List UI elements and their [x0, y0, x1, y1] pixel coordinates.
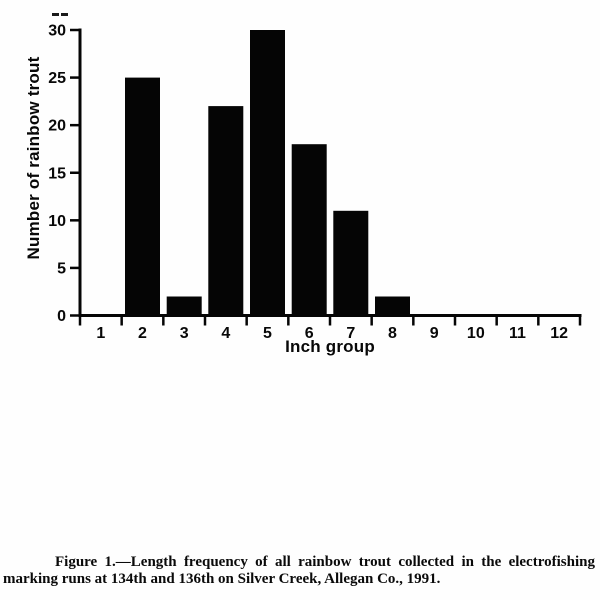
x-tick-label-3: 3 — [180, 325, 189, 342]
caption-line-1: Figure 1.—Length frequency of all rainbow trou… — [3, 554, 595, 571]
caption-word: the — [481, 554, 502, 570]
x-tick-label-2: 2 — [138, 325, 147, 342]
y-tick-label-0: 0 — [57, 308, 66, 325]
x-tick-label-7: 7 — [346, 325, 355, 342]
x-axis-label: Inch group — [285, 337, 375, 356]
x-tick-label-1: 1 — [96, 325, 105, 342]
x-tick-label-9: 9 — [430, 325, 439, 342]
y-tick-label-10: 10 — [48, 213, 66, 230]
caption-word: frequency — [183, 554, 248, 570]
y-tick-label-20: 20 — [48, 118, 66, 135]
y-tick-label-30: 30 — [48, 23, 66, 40]
x-tick-label-6: 6 — [305, 325, 314, 342]
bar-group-6 — [291, 144, 327, 317]
x-tick-label-4: 4 — [221, 325, 230, 342]
x-tick-label-10: 10 — [467, 325, 485, 342]
caption-word: electrofishing — [508, 554, 595, 570]
y-axis-ticks: 0 5 10 15 20 25 30 — [48, 23, 80, 325]
y-tick-label-25: 25 — [48, 70, 66, 87]
bar-group-3 — [166, 296, 202, 317]
caption-word: rainbow — [298, 554, 352, 570]
caption-word: all — [274, 554, 291, 570]
x-axis-ticks: 1 2 3 4 5 6 7 8 9 10 11 12 — [78, 315, 582, 342]
y-tick-label-15: 15 — [48, 165, 66, 182]
x-tick-label-11: 11 — [509, 325, 526, 342]
y-axis-label: Number of rainbow trout — [24, 56, 43, 259]
bar-group-8 — [375, 296, 410, 317]
y-tick-label-5: 5 — [57, 260, 66, 277]
bars-layer — [125, 30, 410, 317]
figure-caption: Figure 1.—Length frequency of all rainbow trou… — [3, 554, 595, 588]
caption-word: collected — [398, 554, 455, 570]
x-tick-label-8: 8 — [388, 325, 397, 342]
caption-word: 1.—Length — [104, 554, 177, 570]
x-tick-label-5: 5 — [263, 325, 272, 342]
scan-artifact — [52, 13, 59, 16]
caption-word: of — [255, 554, 268, 570]
caption-word: Figure — [55, 554, 98, 570]
bar-group-7 — [333, 210, 369, 317]
bar-group-4 — [208, 106, 244, 317]
caption-word: in — [461, 554, 474, 570]
bar-group-2 — [125, 77, 160, 317]
scan-artifact — [61, 13, 68, 16]
caption-line-2: marking runs at 134th and 136th on Silve… — [3, 571, 441, 587]
bar-group-5 — [250, 30, 285, 317]
x-tick-label-12: 12 — [550, 325, 568, 342]
caption-word: trout — [358, 554, 391, 570]
